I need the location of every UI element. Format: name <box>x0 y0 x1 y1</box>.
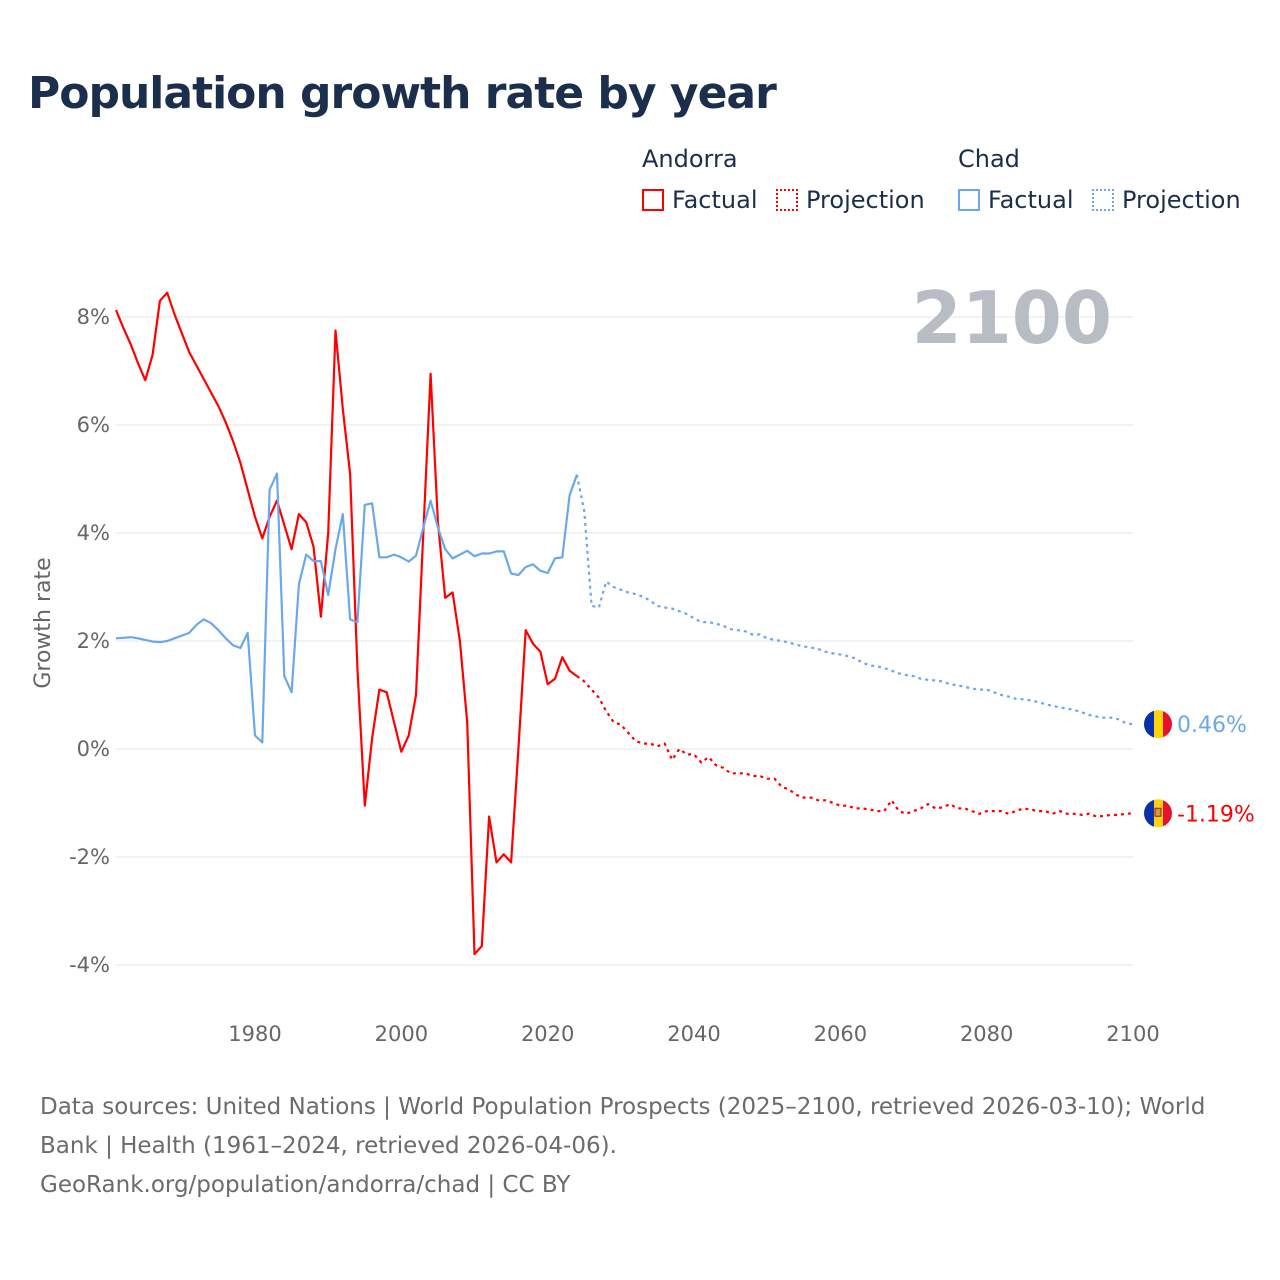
dotted-swatch-icon <box>776 189 798 211</box>
solid-swatch-icon <box>958 189 980 211</box>
chad-projection-line <box>575 474 1134 726</box>
andorra-end-label: -1.19% <box>1177 802 1255 827</box>
x-tick-label: 1980 <box>228 1022 281 1046</box>
andorra-factual-line <box>114 291 578 956</box>
chad-flag-icon <box>1144 710 1172 739</box>
chart-title: Population growth rate by year <box>28 68 777 119</box>
legend-group-chad: Chad <box>958 145 1020 173</box>
x-tick-label: 2100 <box>1106 1022 1159 1046</box>
y-tick-label: 0% <box>77 737 110 761</box>
y-tick-label: 6% <box>77 413 110 437</box>
legend-chad-projection[interactable]: Projection <box>1092 186 1241 214</box>
x-tick-label: 2080 <box>960 1022 1013 1046</box>
y-tick-label: 2% <box>77 629 110 653</box>
legend-label: Projection <box>1122 186 1241 214</box>
year-label: 2100 <box>912 276 1112 360</box>
chad-factual-line <box>115 472 578 744</box>
legend-chad-factual[interactable]: Factual <box>958 186 1074 214</box>
chad-end-label: 0.46% <box>1177 713 1247 738</box>
x-tick-label: 2020 <box>521 1022 574 1046</box>
y-tick-label: -4% <box>69 953 110 977</box>
y-tick-label: 8% <box>77 305 110 329</box>
x-tick-label: 2040 <box>667 1022 720 1046</box>
legend-andorra-factual[interactable]: Factual <box>642 186 758 214</box>
footer: Data sources: United Nations | World Pop… <box>40 1088 1240 1205</box>
x-tick-label: 2000 <box>375 1022 428 1046</box>
andorra-projection-line <box>576 675 1134 818</box>
dotted-swatch-icon <box>1092 189 1114 211</box>
legend-andorra-projection[interactable]: Projection <box>776 186 925 214</box>
y-tick-label: -2% <box>69 845 110 869</box>
attribution[interactable]: GeoRank.org/population/andorra/chad | CC… <box>40 1172 571 1198</box>
legend-label: Factual <box>672 186 758 214</box>
legend-group-andorra: Andorra <box>642 145 738 173</box>
data-sources: Data sources: United Nations | World Pop… <box>40 1094 1206 1159</box>
x-tick-label: 2060 <box>814 1022 867 1046</box>
solid-swatch-icon <box>642 189 664 211</box>
y-tick-label: 4% <box>77 521 110 545</box>
andorra-flag-icon <box>1144 799 1172 828</box>
y-axis-label: Growth rate <box>31 557 56 688</box>
legend-label: Factual <box>988 186 1074 214</box>
legend-label: Projection <box>806 186 925 214</box>
